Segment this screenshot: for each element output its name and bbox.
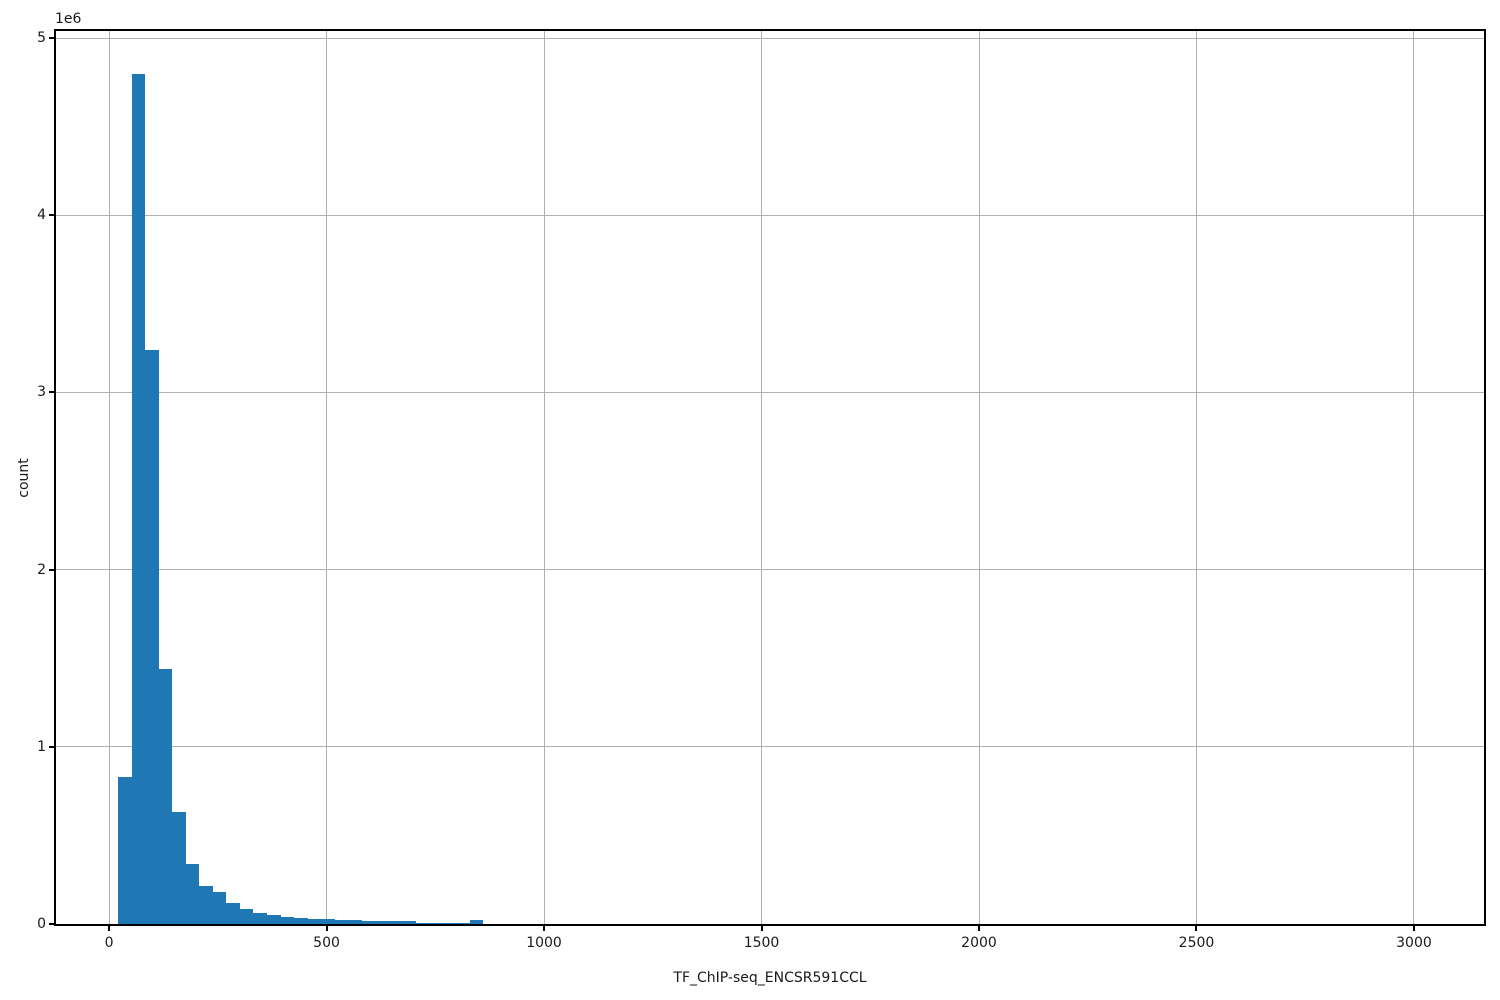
histogram-bar xyxy=(442,923,457,924)
histogram-bar xyxy=(212,892,227,924)
histogram-bar xyxy=(199,885,213,924)
y-tick-mark xyxy=(49,214,54,217)
x-tick-mark xyxy=(978,926,980,931)
y-tick-label: 1 xyxy=(37,738,46,755)
y-axis-offset-label: 1e6 xyxy=(55,11,82,27)
x-tick-mark xyxy=(543,926,546,931)
x-tick-label: 1000 xyxy=(526,935,562,951)
histogram-bar xyxy=(253,912,267,924)
plot-area xyxy=(54,29,1486,926)
y-tick-mark xyxy=(49,37,54,40)
x-tick-label: 1500 xyxy=(743,935,780,951)
histogram-bar xyxy=(321,919,335,924)
histogram-bar xyxy=(402,921,416,924)
histogram-bar xyxy=(294,917,308,924)
histogram-bar xyxy=(361,920,376,924)
x-gridline xyxy=(1413,31,1415,924)
y-axis-label: count xyxy=(16,458,32,498)
x-tick-mark xyxy=(760,926,763,931)
x-gridline xyxy=(1195,31,1197,924)
y-gridline xyxy=(56,746,1484,748)
histogram-bar xyxy=(415,922,430,924)
x-tick-mark xyxy=(1195,926,1198,931)
y-gridline xyxy=(56,37,1484,39)
histogram-bar xyxy=(226,902,240,924)
x-tick-mark xyxy=(1412,926,1415,931)
histogram-bar xyxy=(334,919,349,924)
histogram-bar xyxy=(375,921,389,924)
histogram-bar xyxy=(145,349,159,924)
x-gridline xyxy=(543,31,545,924)
x-tick-label: 500 xyxy=(313,935,340,951)
x-tick-label: 2000 xyxy=(961,935,997,951)
histogram-bar xyxy=(429,922,443,924)
histogram-bar xyxy=(131,73,146,924)
x-tick-mark xyxy=(108,926,111,931)
y-tick-label: 5 xyxy=(37,30,46,47)
y-tick-mark xyxy=(49,745,54,748)
histogram-bar xyxy=(239,909,254,924)
x-tick-label: 3000 xyxy=(1396,935,1432,951)
y-tick-mark xyxy=(49,923,54,925)
x-tick-label: 0 xyxy=(104,935,114,951)
histogram-bar xyxy=(456,923,470,924)
y-gridline xyxy=(56,391,1484,393)
y-tick-mark xyxy=(49,568,54,571)
x-gridline xyxy=(326,31,328,924)
x-gridline xyxy=(108,31,110,924)
histogram-bar xyxy=(280,916,295,924)
x-gridline xyxy=(978,31,980,924)
x-gridline xyxy=(761,31,763,924)
x-tick-mark xyxy=(325,926,328,931)
y-tick-label: 4 xyxy=(37,207,46,224)
y-tick-label: 2 xyxy=(37,561,46,578)
histogram-bar xyxy=(348,920,362,924)
histogram-bar xyxy=(388,921,403,924)
histogram-bar xyxy=(185,863,200,924)
y-gridline xyxy=(56,214,1484,216)
y-gridline xyxy=(56,923,1484,924)
y-gridline xyxy=(56,569,1484,571)
y-tick-label: 3 xyxy=(37,384,46,401)
histogram-bar xyxy=(267,915,281,924)
histogram-bar xyxy=(118,776,132,924)
y-tick-label: 0 xyxy=(37,916,46,932)
histogram-bar xyxy=(172,812,186,924)
x-axis-label: TF_ChIP-seq_ENCSR591CCL xyxy=(673,970,867,986)
histogram-bar xyxy=(158,668,173,924)
x-tick-label: 2500 xyxy=(1178,935,1215,951)
plot-canvas xyxy=(56,31,1484,924)
histogram-bar xyxy=(307,918,322,924)
y-tick-mark xyxy=(49,391,54,394)
histogram-bar xyxy=(469,920,484,924)
